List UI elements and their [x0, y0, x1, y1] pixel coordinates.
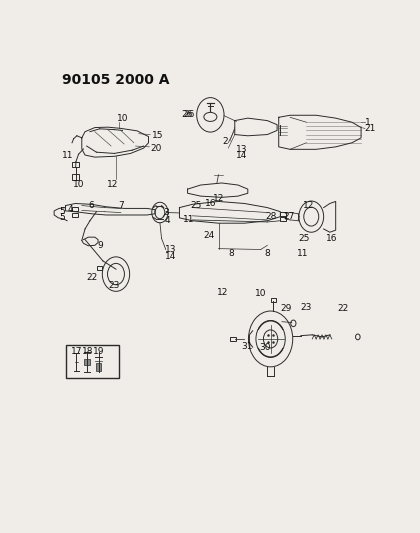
Text: 30: 30 [259, 343, 271, 352]
Text: 26: 26 [181, 110, 193, 119]
Text: 21: 21 [364, 124, 376, 133]
Text: 25: 25 [190, 200, 202, 209]
Bar [72, 174, 79, 180]
Bar [271, 298, 276, 302]
Text: 15: 15 [152, 131, 163, 140]
Text: 7: 7 [118, 201, 124, 211]
Text: 28: 28 [266, 212, 277, 221]
Text: 6: 6 [89, 201, 94, 211]
Text: 1: 1 [365, 118, 371, 127]
Text: 27: 27 [284, 212, 295, 221]
Text: 12: 12 [107, 180, 118, 189]
Text: 14: 14 [236, 151, 248, 160]
Text: 31: 31 [241, 342, 253, 351]
Text: 11: 11 [62, 150, 74, 159]
Text: 12: 12 [217, 288, 228, 297]
Text: 24: 24 [203, 231, 215, 240]
Text: 11: 11 [297, 249, 309, 259]
Text: 23: 23 [301, 303, 312, 312]
Text: 90105 2000 A: 90105 2000 A [62, 73, 170, 87]
Text: 26: 26 [184, 109, 195, 118]
Text: 16: 16 [205, 199, 216, 207]
Text: 8: 8 [265, 249, 270, 259]
Text: 10: 10 [73, 180, 84, 189]
Text: 13: 13 [236, 145, 247, 154]
Text: 22: 22 [86, 273, 97, 282]
Text: 23: 23 [109, 281, 120, 290]
Bar [84, 359, 90, 365]
Text: 2: 2 [223, 138, 228, 147]
Bar [72, 213, 78, 216]
Text: 17: 17 [71, 347, 82, 356]
Bar [66, 345, 119, 378]
Text: 12: 12 [213, 195, 224, 204]
Text: 13: 13 [165, 245, 176, 254]
Text: 20: 20 [150, 143, 162, 152]
Text: 19: 19 [93, 347, 105, 356]
Text: 5: 5 [59, 213, 65, 222]
Text: 14: 14 [165, 252, 177, 261]
Bar [281, 212, 286, 216]
Text: 11: 11 [183, 215, 194, 224]
Text: 22: 22 [337, 304, 349, 313]
Bar [97, 266, 102, 270]
Text: 12: 12 [303, 200, 315, 209]
Bar [72, 162, 79, 167]
Text: 5: 5 [59, 207, 65, 216]
Text: 18: 18 [81, 347, 93, 356]
Text: 25: 25 [298, 234, 310, 243]
Bar [230, 337, 236, 341]
Text: 10: 10 [255, 289, 267, 298]
Text: 16: 16 [326, 234, 337, 243]
Text: 29: 29 [281, 304, 292, 313]
Text: 4: 4 [165, 216, 171, 225]
Text: 10: 10 [117, 114, 128, 123]
Text: 9: 9 [97, 241, 103, 250]
Text: 3: 3 [163, 208, 169, 217]
Bar [72, 207, 78, 211]
Text: 4: 4 [67, 205, 73, 214]
Bar [281, 216, 286, 221]
Bar [96, 363, 101, 371]
Text: 8: 8 [228, 249, 234, 259]
